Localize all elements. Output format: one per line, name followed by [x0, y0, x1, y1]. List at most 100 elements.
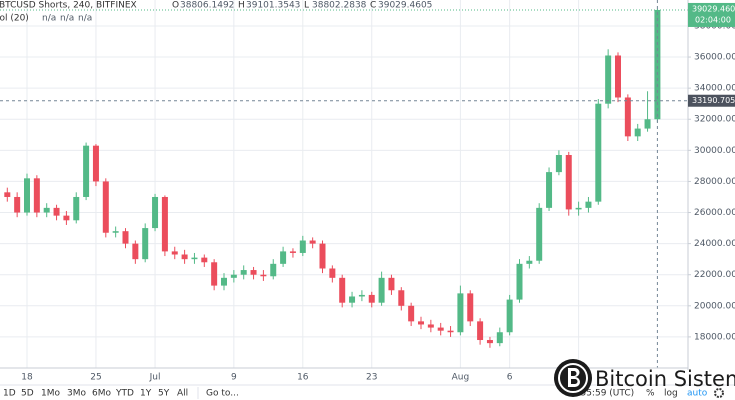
range-button[interactable]: YTD: [115, 389, 134, 399]
range-button[interactable]: 3Mo: [67, 389, 86, 399]
candle-body: [53, 207, 60, 216]
y-tick-label: 20000.0000: [694, 301, 735, 311]
ohlc-key: C: [370, 1, 376, 11]
candles: [0, 0, 688, 368]
candle-body: [122, 231, 129, 244]
candle-body: [250, 270, 257, 275]
settings-button[interactable]: [714, 388, 724, 398]
candle-body: [132, 243, 139, 260]
candle-body: [289, 251, 296, 253]
candle-body: [240, 270, 247, 275]
candle-body: [368, 294, 375, 303]
x-tick-label: 6: [507, 373, 513, 383]
y-tick-label: 36000.0000: [694, 53, 735, 63]
x-tick-label: 16: [297, 373, 309, 383]
candle-body: [181, 254, 188, 260]
candle-body: [634, 128, 641, 137]
candle-body: [378, 277, 385, 303]
candle-body: [615, 55, 621, 98]
ohlc-key: H: [238, 1, 245, 11]
watermark: Bitcoin Sistemi: [554, 359, 735, 397]
range-button[interactable]: 6Mo: [92, 389, 111, 399]
candle-body: [280, 251, 287, 264]
x-tick-label: 23: [366, 373, 377, 383]
candle-body: [24, 178, 30, 213]
candle-body: [546, 172, 553, 208]
volume-value: n/a: [60, 14, 74, 24]
candle-body: [496, 332, 503, 344]
candle-body: [221, 277, 227, 286]
candle-body: [191, 257, 198, 260]
percent-button[interactable]: %: [646, 389, 655, 399]
volume-value: n/a: [78, 14, 92, 24]
candle-body: [211, 262, 218, 286]
candle-body: [201, 257, 208, 263]
goto-button[interactable]: Go to...: [206, 389, 239, 399]
y-tick-label: 24000.0000: [694, 239, 735, 249]
candle-body: [536, 207, 543, 261]
range-button[interactable]: 1Mo: [41, 389, 60, 399]
candle-body: [575, 207, 582, 210]
candle-body: [388, 277, 395, 291]
candle-body: [644, 119, 651, 129]
candle-body: [102, 181, 109, 233]
candle-body: [467, 293, 474, 322]
candle-body: [171, 251, 178, 255]
auto-button[interactable]: auto: [687, 389, 708, 399]
symbol: BTCUSD Shorts, 240, BITFINEX: [0, 1, 137, 11]
candle-body: [142, 228, 149, 260]
candle-body: [654, 9, 661, 120]
candle-body: [43, 207, 50, 213]
candle-body: [555, 155, 562, 173]
crosshair-label-box: [688, 94, 735, 107]
candle-body: [447, 330, 454, 333]
candle-body: [358, 294, 365, 297]
toolbar: 1D 5D 1Mo 3Mo 6Mo YTD 1Y 5Y All Go to... 13:55:59 …: [3, 387, 724, 399]
range-button[interactable]: 5D: [21, 389, 34, 399]
range-button[interactable]: 5Y: [158, 389, 170, 399]
candle-body: [418, 321, 424, 325]
candle-body: [349, 296, 356, 303]
candle-body: [624, 97, 631, 137]
candle-body: [595, 103, 602, 202]
candle-body: [408, 305, 415, 322]
candle-body: [437, 327, 444, 331]
candle-body: [230, 274, 237, 278]
candle-body: [309, 240, 316, 244]
last-price-label: 39029.4605: [692, 4, 735, 13]
candle-body: [319, 243, 326, 269]
candle-body: [427, 324, 434, 328]
candle-body: [477, 321, 484, 341]
y-tick-label: 34000.0000: [694, 84, 735, 94]
x-tick-label: Aug: [452, 373, 470, 383]
candle-body: [565, 155, 572, 210]
y-tick-label: 28000.0000: [694, 177, 735, 187]
x-tick-label: 25: [90, 373, 101, 383]
candle-body: [457, 293, 464, 333]
candle-body: [486, 340, 493, 344]
y-tick-label: 32000.0000: [694, 115, 735, 125]
y-tick-label: 18000.0000: [694, 332, 735, 342]
x-tick-label: 9: [231, 373, 237, 383]
candle-body: [299, 240, 306, 253]
y-tick-label: 30000.0000: [694, 146, 735, 156]
y-tick-label: 22000.0000: [694, 270, 735, 280]
price-axis: 18000.0000 20000.0000 22000.0000 24000.0000…: [21, 2, 735, 383]
candle-body: [63, 215, 70, 221]
ohlc-key: O: [172, 1, 179, 11]
y-tick-label: 26000.0000: [694, 208, 735, 218]
range-button[interactable]: All: [177, 389, 188, 399]
range-button[interactable]: 1Y: [140, 389, 152, 399]
log-button[interactable]: log: [664, 389, 678, 399]
candle-body: [585, 201, 592, 208]
candle-body: [14, 196, 21, 213]
candle-body: [152, 196, 159, 229]
candle-body: [161, 196, 168, 252]
range-button[interactable]: 1D: [3, 389, 16, 399]
candle-body: [339, 277, 346, 303]
watermark-logo-b: [568, 368, 580, 387]
time-label: 13:55:59 (UTC): [566, 389, 634, 399]
x-tick-label: 18: [21, 373, 33, 383]
